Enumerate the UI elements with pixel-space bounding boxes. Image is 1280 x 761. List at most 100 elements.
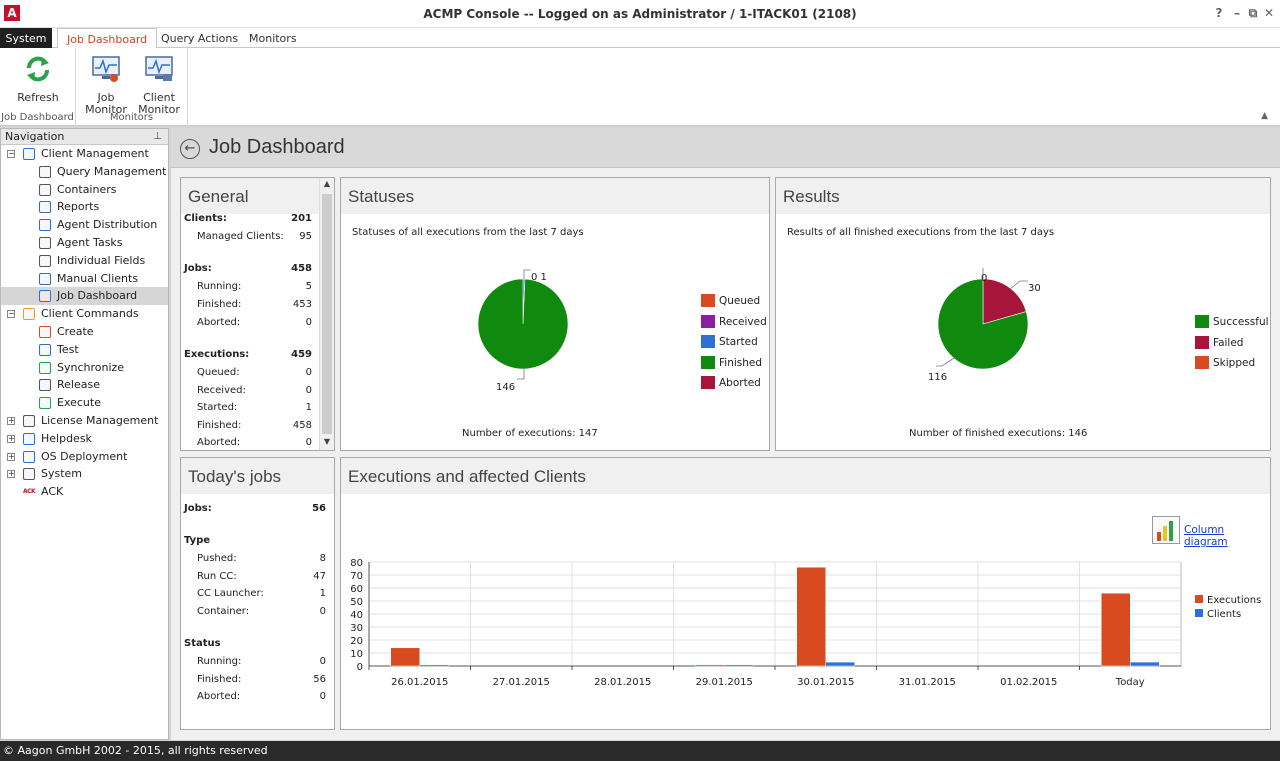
test-icon xyxy=(39,343,51,356)
nav-item-os-deployment[interactable]: + OS Deployment xyxy=(1,448,168,466)
nav-item-label: Agent Tasks xyxy=(57,235,123,249)
restore-icon[interactable]: ⧉ xyxy=(1248,6,1258,20)
legend-label: Failed xyxy=(1213,336,1244,349)
synchronize-icon xyxy=(39,361,51,374)
nav-item-system[interactable]: + System xyxy=(1,465,168,483)
status-heading: Status xyxy=(184,638,221,649)
nav-item-reports[interactable]: Reports xyxy=(1,198,168,216)
ribbon-group-job-dashboard: Refresh Job Dashboard xyxy=(0,48,76,126)
exec-aborted-value: 0 xyxy=(305,437,312,448)
collapse-icon[interactable]: − xyxy=(7,149,15,158)
agent-tasks-icon xyxy=(39,236,51,249)
executions-value: 459 xyxy=(291,349,312,360)
release-icon xyxy=(39,379,51,392)
statuses-footer: Number of executions: 147 xyxy=(462,428,598,439)
client-management-icon xyxy=(23,148,35,160)
tab-query-actions[interactable]: Query Actions xyxy=(161,32,239,45)
y-tick-label: 10 xyxy=(350,649,363,660)
results-left-label: 116 xyxy=(928,372,948,383)
y-tick-label: 70 xyxy=(350,571,363,582)
close-icon[interactable]: ✕ xyxy=(1263,6,1275,20)
page-title: Job Dashboard xyxy=(209,136,345,158)
today-aborted-value: 0 xyxy=(319,691,326,702)
nav-item-job-dashboard[interactable]: Job Dashboard xyxy=(1,287,168,306)
navigation-panel: Navigation ⊥ − Client Management Query Man… xyxy=(0,128,169,740)
exec-queued-value: 0 xyxy=(305,367,312,378)
refresh-icon xyxy=(27,56,49,82)
pie-leader-line xyxy=(517,369,525,380)
container-label: Container: xyxy=(197,606,250,617)
expand-icon[interactable]: + xyxy=(7,433,15,443)
refresh-button[interactable]: Refresh xyxy=(14,54,62,104)
today-aborted-label: Aborted: xyxy=(197,691,241,702)
general-panel: General ▲ ▼ Clients: 201 Managed Clients… xyxy=(180,177,335,451)
navigation-title: Navigation xyxy=(5,130,65,143)
nav-item-containers[interactable]: Containers xyxy=(1,181,168,199)
bar-executions xyxy=(796,566,826,667)
containers-icon xyxy=(39,183,51,196)
nav-item-client-management[interactable]: − Client Management xyxy=(1,145,168,163)
nav-item-agent-distribution[interactable]: Agent Distribution xyxy=(1,216,168,234)
tab-system[interactable]: System xyxy=(0,28,52,48)
nav-item-execute[interactable]: Execute xyxy=(1,394,168,412)
client-monitor-button[interactable]: Client Monitor xyxy=(136,54,182,116)
scroll-up-icon[interactable]: ▲ xyxy=(323,179,331,188)
today-running-label: Running: xyxy=(197,656,242,667)
jobs-finished-label: Finished: xyxy=(197,299,242,310)
minimize-icon[interactable]: – xyxy=(1234,6,1240,20)
status-bar: © Aagon GmbH 2002 - 2015, all rights res… xyxy=(0,741,1280,761)
legend-label: Started xyxy=(719,336,758,348)
jobs-value: 458 xyxy=(291,263,312,274)
ribbon-collapse-icon[interactable]: ▲ xyxy=(1261,111,1268,121)
nav-item-label: Agent Distribution xyxy=(57,218,158,232)
scroll-down-icon[interactable]: ▼ xyxy=(323,437,331,446)
exec-finished-label: Finished: xyxy=(197,420,242,431)
jobs-aborted-value: 0 xyxy=(305,317,312,328)
nav-item-manual-clients[interactable]: Manual Clients xyxy=(1,270,168,288)
tab-monitors[interactable]: Monitors xyxy=(249,32,297,45)
nav-item-test[interactable]: Test xyxy=(1,341,168,359)
nav-item-label: License Management xyxy=(41,413,159,427)
y-tick-label: 40 xyxy=(350,610,363,621)
nav-item-agent-tasks[interactable]: Agent Tasks xyxy=(1,234,168,252)
general-scrollbar[interactable]: ▲ ▼ xyxy=(319,178,334,450)
expand-icon[interactable]: + xyxy=(7,451,15,461)
y-tick-label: 0 xyxy=(357,662,363,673)
nav-item-create[interactable]: Create xyxy=(1,323,168,341)
x-tick-label: Today xyxy=(1115,677,1145,688)
x-tick-label: 30.01.2015 xyxy=(797,677,854,688)
column-diagram-icon[interactable] xyxy=(1152,516,1180,544)
scroll-thumb[interactable] xyxy=(322,194,332,434)
nav-item-query-management[interactable]: Query Management xyxy=(1,163,168,181)
pushed-value: 8 xyxy=(319,553,326,564)
pie-leader-line xyxy=(523,269,531,279)
expand-icon[interactable]: + xyxy=(7,469,15,479)
help-icon[interactable]: ? xyxy=(1215,6,1223,20)
results-subtitle: Results of all finished executions from … xyxy=(787,227,1055,238)
manual-clients-icon xyxy=(39,272,51,285)
nav-item-release[interactable]: Release xyxy=(1,376,168,394)
expand-icon[interactable]: + xyxy=(7,415,15,425)
column-diagram-link[interactable]: Column diagram xyxy=(1184,524,1228,548)
pin-icon[interactable]: ⊥ xyxy=(153,131,162,142)
nav-item-client-commands[interactable]: − Client Commands xyxy=(1,305,168,323)
legend-swatch xyxy=(701,376,715,389)
legend-label-clients: Clients xyxy=(1207,609,1241,620)
y-tick-label: 80 xyxy=(350,558,363,569)
x-tick-label: 01.02.2015 xyxy=(1000,677,1057,688)
nav-item-ack[interactable]: ACK ACK xyxy=(1,483,168,501)
nav-item-synchronize[interactable]: Synchronize xyxy=(1,359,168,377)
today-finished-label: Finished: xyxy=(197,674,242,685)
nav-item-helpdesk[interactable]: + Helpdesk xyxy=(1,430,168,448)
query-management-icon xyxy=(39,165,51,178)
tab-job-dashboard[interactable]: Job Dashboard xyxy=(57,28,158,49)
nav-item-license-management[interactable]: + License Management xyxy=(1,412,168,430)
legend-swatch-clients xyxy=(1195,609,1203,617)
job-monitor-button[interactable]: Job Monitor xyxy=(84,54,128,116)
os-deployment-icon xyxy=(23,450,35,463)
back-arrow-icon[interactable]: ← xyxy=(180,139,200,159)
statuses-bottom-label: 146 xyxy=(496,382,516,393)
nav-item-individual-fields[interactable]: Individual Fields xyxy=(1,252,168,270)
collapse-icon[interactable]: − xyxy=(7,309,15,319)
legend-swatch xyxy=(701,294,715,307)
